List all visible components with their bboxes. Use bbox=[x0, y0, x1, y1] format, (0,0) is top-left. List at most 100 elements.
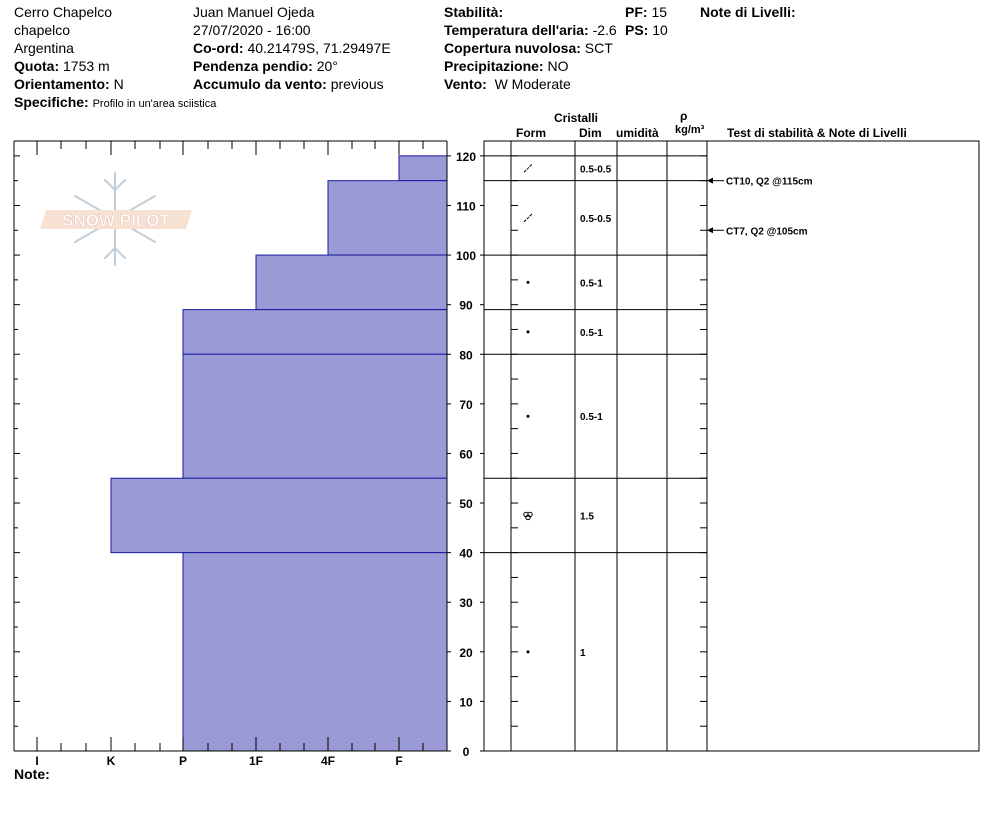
snowpilot-logo-text: SNOW PILOT bbox=[62, 211, 170, 230]
depth-tick-label: 70 bbox=[459, 398, 473, 412]
stability-test-arrowhead bbox=[707, 177, 713, 184]
layer-notes-label: Note di Livelli: bbox=[700, 4, 796, 20]
wind-value: W Moderate bbox=[494, 76, 571, 92]
density-unit-header: kg/m³ bbox=[675, 124, 705, 136]
hardness-layer-bar bbox=[398, 155, 448, 182]
elevation-value: 1753 m bbox=[63, 58, 110, 74]
notes-label: Note: bbox=[14, 766, 50, 782]
hardness-layer-bar bbox=[182, 552, 448, 752]
rho-header: ρ bbox=[680, 109, 688, 123]
slope-label: Pendenza pendio: bbox=[193, 58, 313, 74]
depth-tick-label: 110 bbox=[456, 199, 476, 213]
moisture-header: umidità bbox=[616, 126, 659, 140]
depth-tick-label: 50 bbox=[459, 497, 473, 511]
precip-value: NO bbox=[547, 58, 569, 74]
sky-value: SCT bbox=[584, 40, 613, 56]
location: Cerro Chapelco bbox=[14, 4, 113, 20]
melt-form-icon bbox=[523, 511, 533, 521]
elevation-row: Quota: 1753 m bbox=[14, 58, 110, 74]
wind-row: Vento: W Moderate bbox=[444, 76, 571, 92]
wind-label: Vento: bbox=[444, 76, 487, 92]
sky-label: Copertura nuvolosa: bbox=[444, 40, 581, 56]
sublocation: chapelco bbox=[14, 22, 71, 38]
depth-tick-label: 10 bbox=[459, 695, 473, 709]
depth-tick-label: 40 bbox=[459, 547, 473, 561]
wind-load-label: Accumulo da vento: bbox=[193, 76, 327, 92]
form-header: Form bbox=[516, 126, 546, 140]
wind-load-value: previous bbox=[330, 76, 384, 92]
elevation-label: Quota: bbox=[14, 58, 60, 74]
depth-tick-label: 120 bbox=[456, 150, 476, 164]
pf-value: 15 bbox=[651, 4, 668, 20]
size-header: Dim bbox=[579, 126, 602, 140]
hardness-layer-bar bbox=[255, 254, 448, 311]
air-temp-value: -2.6 bbox=[592, 22, 617, 38]
depth-tick-label: 60 bbox=[459, 447, 473, 461]
rounded-grain-icon bbox=[526, 650, 530, 654]
coord-value: 40.21479S, 71.29497E bbox=[247, 40, 391, 56]
stability-notes-header: Test di stabilità & Note di Livelli bbox=[727, 126, 907, 140]
specifics-label: Specifiche: bbox=[14, 94, 89, 110]
observer: Juan Manuel Ojeda bbox=[193, 4, 315, 20]
depth-tick-label: 0 bbox=[463, 745, 470, 759]
crystals-header: Cristalli bbox=[554, 111, 599, 125]
air-temp-label: Temperatura dell'aria: bbox=[444, 22, 589, 38]
hardness-layer-bar bbox=[327, 180, 448, 256]
hardness-label: K bbox=[107, 754, 116, 768]
ps-row: PS: 10 bbox=[625, 22, 668, 38]
hardness-layer-bar bbox=[182, 309, 448, 355]
aspect-value: N bbox=[113, 76, 124, 92]
depth-tick-label: 80 bbox=[459, 348, 473, 362]
grain-size-label: 0.5-0.5 bbox=[580, 214, 612, 225]
depth-tick-label: 90 bbox=[459, 299, 473, 313]
country: Argentina bbox=[14, 40, 74, 56]
aspect-label: Orientamento: bbox=[14, 76, 110, 92]
decomposing-crystal-icon bbox=[523, 163, 533, 173]
hardness-layer-bar bbox=[182, 353, 448, 479]
grain-size-label: 0.5-1 bbox=[580, 328, 603, 339]
hardness-label: P bbox=[179, 754, 187, 768]
grain-size-label: 0.5-1 bbox=[580, 412, 603, 423]
rounded-grain-icon bbox=[526, 330, 530, 334]
hardness-label: 4F bbox=[321, 754, 335, 768]
grain-size-label: 0.5-1 bbox=[580, 278, 603, 289]
melt-form-icon-part bbox=[525, 514, 531, 521]
ps-label: PS: bbox=[625, 22, 649, 38]
specifics-row: Specifiche: Profilo in un'area sciistica bbox=[14, 94, 216, 112]
ps-value: 10 bbox=[652, 22, 668, 38]
rounded-grain-icon bbox=[526, 414, 530, 418]
snowpilot-logo: SNOW PILOT bbox=[40, 172, 192, 266]
crystal-table-frame bbox=[483, 140, 980, 752]
precip-label: Precipitazione: bbox=[444, 58, 544, 74]
slope-value: 20° bbox=[316, 58, 338, 74]
stability-test-arrowhead bbox=[707, 227, 713, 234]
sky-row: Copertura nuvolosa: SCT bbox=[444, 40, 613, 56]
grain-size-label: 0.5-0.5 bbox=[580, 164, 612, 175]
stability-label: Stabilità: bbox=[444, 4, 504, 20]
hardness-label: 1F bbox=[249, 754, 263, 768]
hardness-label: I bbox=[35, 754, 38, 768]
grain-size-label: 1 bbox=[580, 648, 586, 659]
hardness-label: F bbox=[395, 754, 402, 768]
grain-size-label: 1.5 bbox=[580, 511, 594, 522]
specifics-value: Profilo in un'area sciistica bbox=[92, 98, 217, 110]
wind-load-row: Accumulo da vento: previous bbox=[193, 76, 384, 92]
stability-test-label: CT10, Q2 @115cm bbox=[726, 177, 813, 188]
stability-test-label: CT7, Q2 @105cm bbox=[726, 226, 808, 237]
slope-row: Pendenza pendio: 20° bbox=[193, 58, 338, 74]
datetime: 27/07/2020 - 16:00 bbox=[193, 22, 311, 38]
rounded-grain-icon bbox=[526, 280, 530, 284]
decomposing-crystal-icon bbox=[523, 213, 533, 223]
depth-tick-label: 100 bbox=[456, 249, 476, 263]
coord-row: Co-ord: 40.21479S, 71.29497E bbox=[193, 40, 391, 56]
aspect-row: Orientamento: N bbox=[14, 76, 124, 92]
depth-tick-label: 30 bbox=[459, 596, 473, 610]
hardness-layer-bar bbox=[110, 477, 448, 554]
pf-row: PF: 15 bbox=[625, 4, 667, 20]
precip-row: Precipitazione: NO bbox=[444, 58, 568, 74]
depth-tick-label: 20 bbox=[459, 646, 473, 660]
pf-label: PF: bbox=[625, 4, 648, 20]
air-temp-row: Temperatura dell'aria: -2.6 bbox=[444, 22, 617, 38]
coord-label: Co-ord: bbox=[193, 40, 244, 56]
